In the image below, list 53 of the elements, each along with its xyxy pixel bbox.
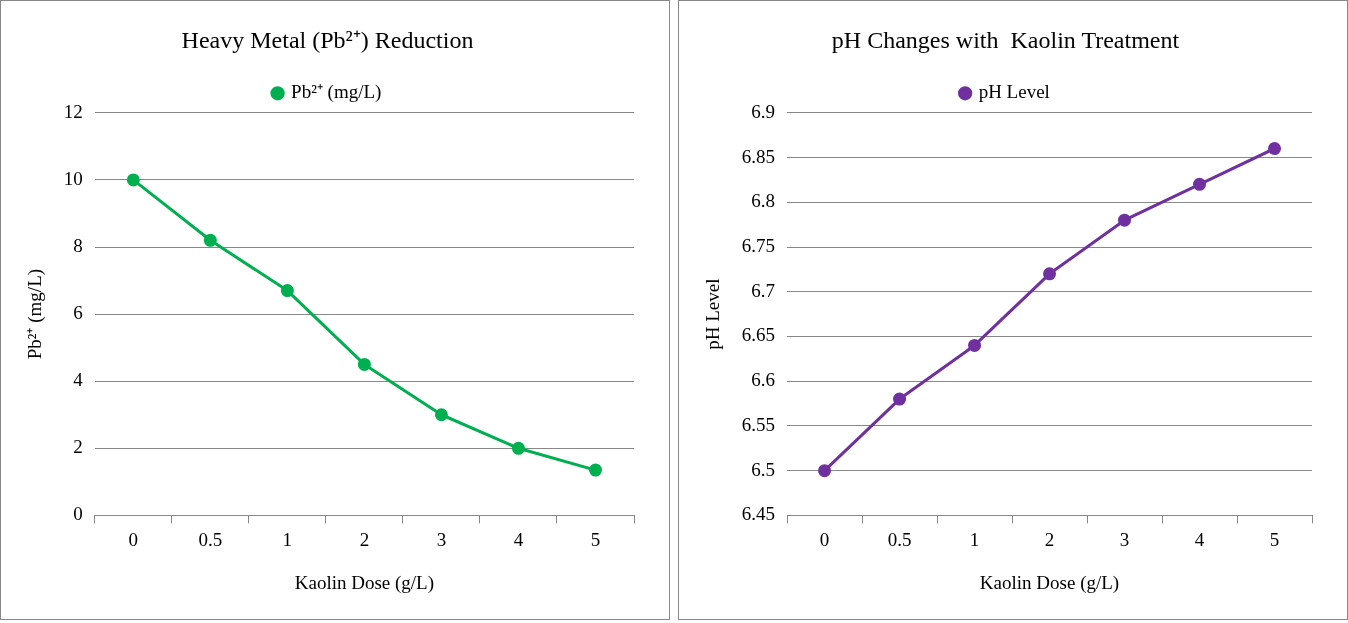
point (203, 233, 217, 247)
x-axis-title: Kaolin Dose (g/L) (294, 571, 435, 594)
y-tick-label: 10 (63, 167, 83, 189)
x-tick-label: 1 (969, 528, 980, 550)
y-tick-label: 6.8 (751, 190, 776, 212)
x-axis-title: Kaolin Dose (g/L) (979, 571, 1120, 594)
y-tick-label: 6.45 (741, 503, 776, 525)
y-tick-label: 6 (73, 302, 83, 324)
point (968, 338, 982, 352)
chart-title: Heavy Metal (Pb²⁺) Reduction (181, 26, 474, 53)
y-tick-label: 6.55 (741, 413, 776, 435)
y-tick-label: 6.9 (751, 100, 776, 122)
y-tick-label: 6.6 (751, 369, 776, 391)
x-tick-label: 4 (1194, 528, 1205, 550)
point (126, 173, 140, 187)
point (588, 463, 602, 477)
y-tick-label: 12 (63, 100, 83, 122)
y-tick-label: 4 (73, 369, 84, 391)
x-tick-label: 3 (1119, 528, 1130, 550)
x-tick-label: 5 (1269, 528, 1280, 550)
point (893, 392, 907, 406)
legend-label: pH Level (978, 81, 1050, 103)
point (357, 357, 371, 371)
x-tick-label: 2 (1044, 528, 1055, 550)
x-tick-label: 0 (819, 528, 830, 550)
x-tick-label: 2 (359, 528, 370, 550)
point (1043, 267, 1057, 281)
y-tick-label: 6.7 (751, 279, 776, 301)
x-tick-label: 0.5 (887, 528, 912, 550)
point (511, 441, 525, 455)
x-tick-label: 5 (590, 528, 601, 550)
legend-label: Pb²⁺ (mg/L) (291, 81, 382, 104)
y-tick-label: 8 (73, 234, 83, 256)
point (280, 284, 294, 298)
y-tick-label: 0 (73, 503, 83, 525)
x-tick-label: 0 (128, 528, 139, 550)
chart-title: pH Changes with Kaolin Treatment (831, 26, 1180, 53)
point (1193, 177, 1207, 191)
point (1118, 213, 1132, 227)
point (1268, 142, 1281, 156)
point (818, 464, 832, 478)
y-tick-label: 2 (73, 436, 83, 458)
point (434, 408, 448, 422)
x-tick-label: 0.5 (198, 528, 223, 550)
y-tick-label: 6.85 (741, 145, 776, 167)
y-axis-title: Pb²⁺ (mg/L) (24, 268, 47, 360)
y-tick-label: 6.65 (741, 324, 776, 346)
x-tick-label: 1 (282, 528, 293, 550)
y-tick-label: 6.75 (741, 234, 776, 256)
x-tick-label: 4 (513, 528, 524, 550)
y-tick-label: 6.5 (751, 458, 776, 480)
y-axis-title: pH Level (702, 278, 724, 350)
x-tick-label: 3 (436, 528, 447, 550)
